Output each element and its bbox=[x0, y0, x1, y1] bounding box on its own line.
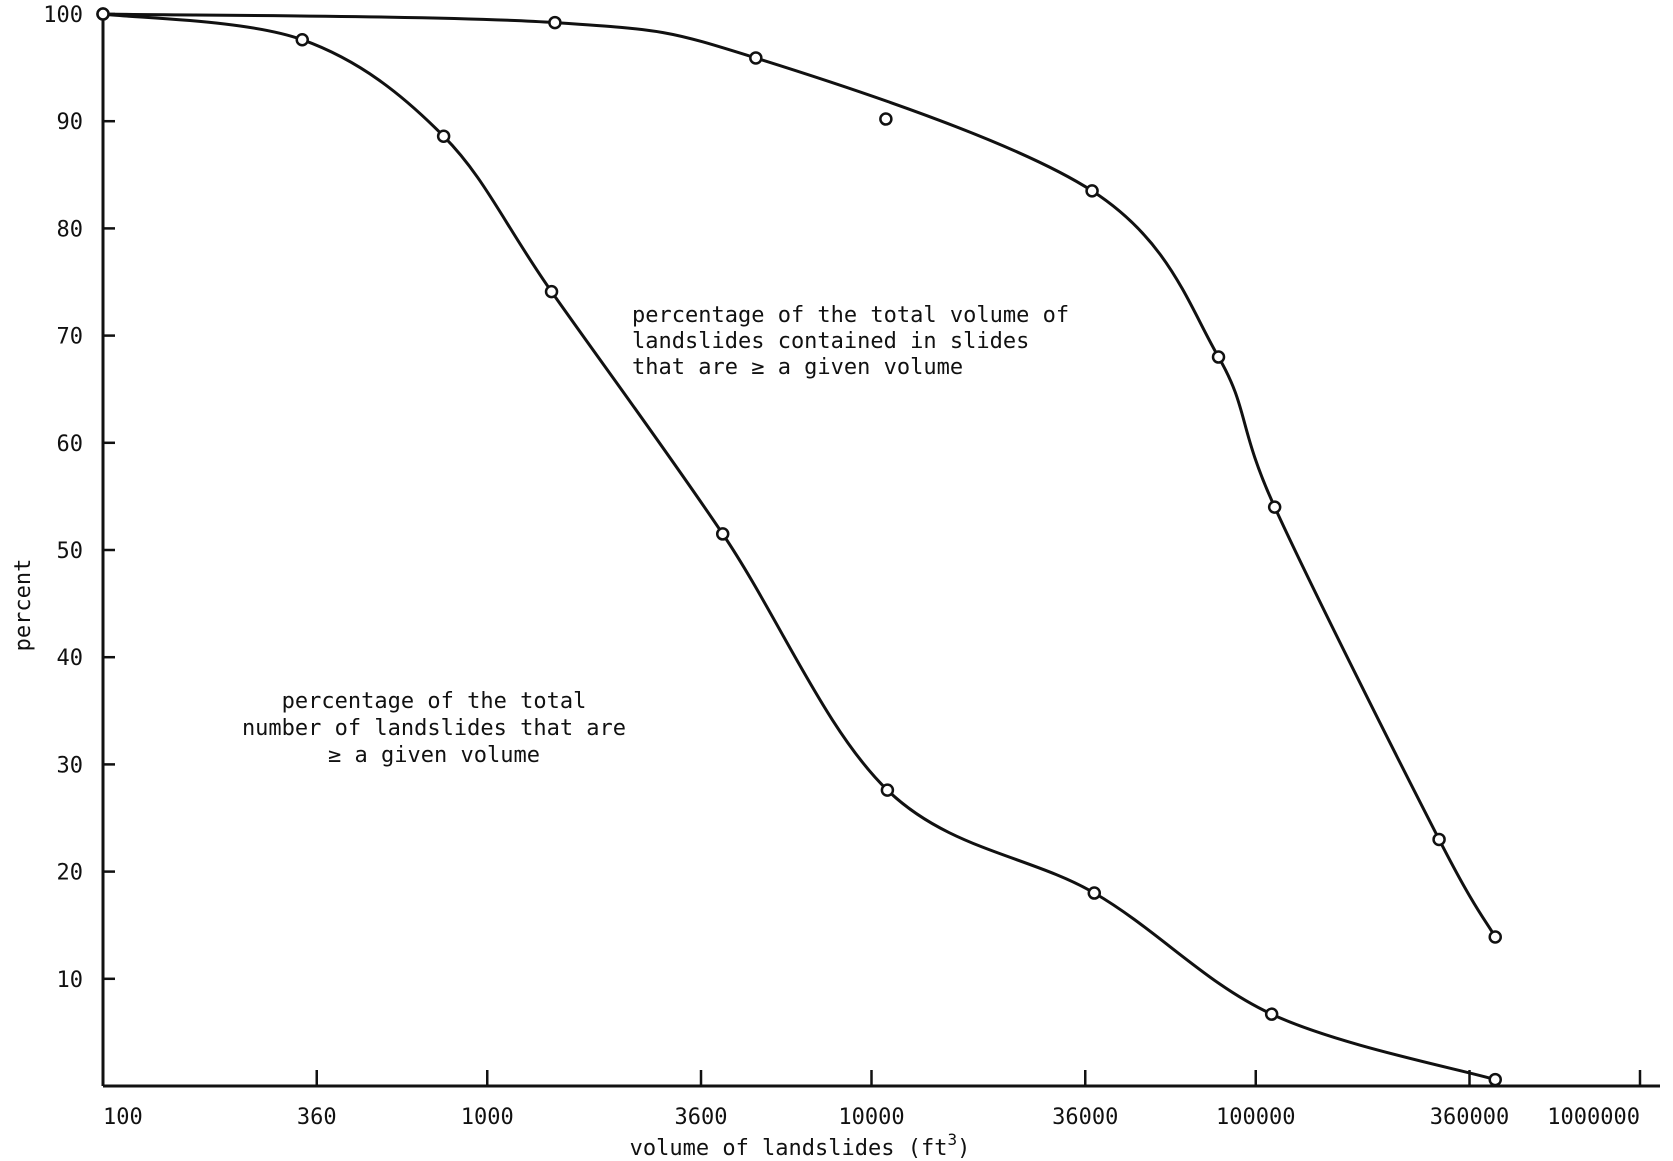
y-axis-title: percent bbox=[11, 559, 36, 652]
point-volume-4 bbox=[1085, 184, 1099, 198]
point-number-2 bbox=[436, 129, 451, 143]
x-tick-label-10000: 10000 bbox=[838, 1105, 904, 1130]
point-volume-1 bbox=[548, 15, 562, 30]
number-annotation: percentage of the total number of landsl… bbox=[242, 689, 626, 768]
y-tick-label-100: 100 bbox=[43, 3, 83, 28]
x-ticks: 100 360 1000 3600 10000 36000 100000 360000 1000… bbox=[103, 1070, 1642, 1130]
point-number-4 bbox=[715, 527, 730, 541]
point-number-5 bbox=[880, 783, 895, 797]
x-axis-title-suffix: ) bbox=[957, 1136, 970, 1161]
x-tick-label-360000: 360000 bbox=[1430, 1105, 1509, 1130]
y-tick-label-60: 60 bbox=[57, 432, 84, 457]
point-number-6 bbox=[1087, 886, 1102, 900]
x-axis-title-superscript: 3 bbox=[948, 1130, 958, 1149]
number-annotation-line-1: percentage of the total bbox=[282, 689, 587, 714]
y-tick-label-90: 90 bbox=[57, 110, 84, 135]
x-tick-label-3600: 3600 bbox=[675, 1105, 728, 1130]
point-volume-5 bbox=[1211, 350, 1226, 364]
x-tick-label-36000: 36000 bbox=[1052, 1105, 1118, 1130]
x-tick-label-1000: 1000 bbox=[461, 1105, 514, 1130]
number-annotation-line-2: number of landslides that are bbox=[242, 716, 626, 741]
series-layer bbox=[96, 7, 1502, 1087]
y-tick-label-80: 80 bbox=[57, 217, 84, 242]
point-number-7 bbox=[1264, 1007, 1279, 1021]
x-tick-label-360: 360 bbox=[297, 1105, 337, 1130]
x-axis-title: volume of landslides (ft3) bbox=[630, 1130, 971, 1161]
y-tick-label-70: 70 bbox=[57, 325, 84, 350]
axes bbox=[101, 10, 1660, 1088]
x-tick-label-100: 100 bbox=[103, 1105, 143, 1130]
y-tick-label-50: 50 bbox=[57, 539, 84, 564]
point-volume-7 bbox=[1432, 832, 1446, 847]
x-tick-label-100000: 100000 bbox=[1216, 1105, 1295, 1130]
x-tick-label-1000000: 1000000 bbox=[1547, 1105, 1640, 1130]
volume-annotation-line-2: landslides contained in slides bbox=[632, 329, 1029, 354]
point-volume-2 bbox=[749, 51, 763, 65]
y-tick-label-20: 20 bbox=[57, 861, 84, 886]
point-number-8 bbox=[1488, 1072, 1502, 1087]
point-volume-0 bbox=[96, 7, 110, 21]
volume-annotation: percentage of the total volume of landsl… bbox=[632, 303, 1069, 380]
y-tick-label-40: 40 bbox=[57, 646, 84, 671]
x-axis-title-main: volume of landslides (ft bbox=[630, 1136, 948, 1161]
volume-annotation-line-1: percentage of the total volume of bbox=[632, 303, 1069, 328]
point-number-1 bbox=[295, 32, 309, 47]
point-volume-6 bbox=[1267, 500, 1282, 514]
y-tick-label-30: 30 bbox=[57, 753, 84, 778]
series-line-number bbox=[102, 12, 1496, 1082]
point-volume-8 bbox=[1488, 930, 1502, 944]
point-number-3 bbox=[544, 284, 559, 299]
y-tick-label-10: 10 bbox=[57, 968, 84, 993]
y-ticks: 10 20 30 40 50 60 70 80 90 100 bbox=[43, 3, 115, 993]
number-annotation-line-3: ≥ a given volume bbox=[328, 743, 540, 768]
point-volume-3 bbox=[879, 112, 893, 126]
volume-annotation-line-3: that are ≥ a given volume bbox=[632, 355, 963, 380]
series-line-volume bbox=[102, 12, 1497, 938]
